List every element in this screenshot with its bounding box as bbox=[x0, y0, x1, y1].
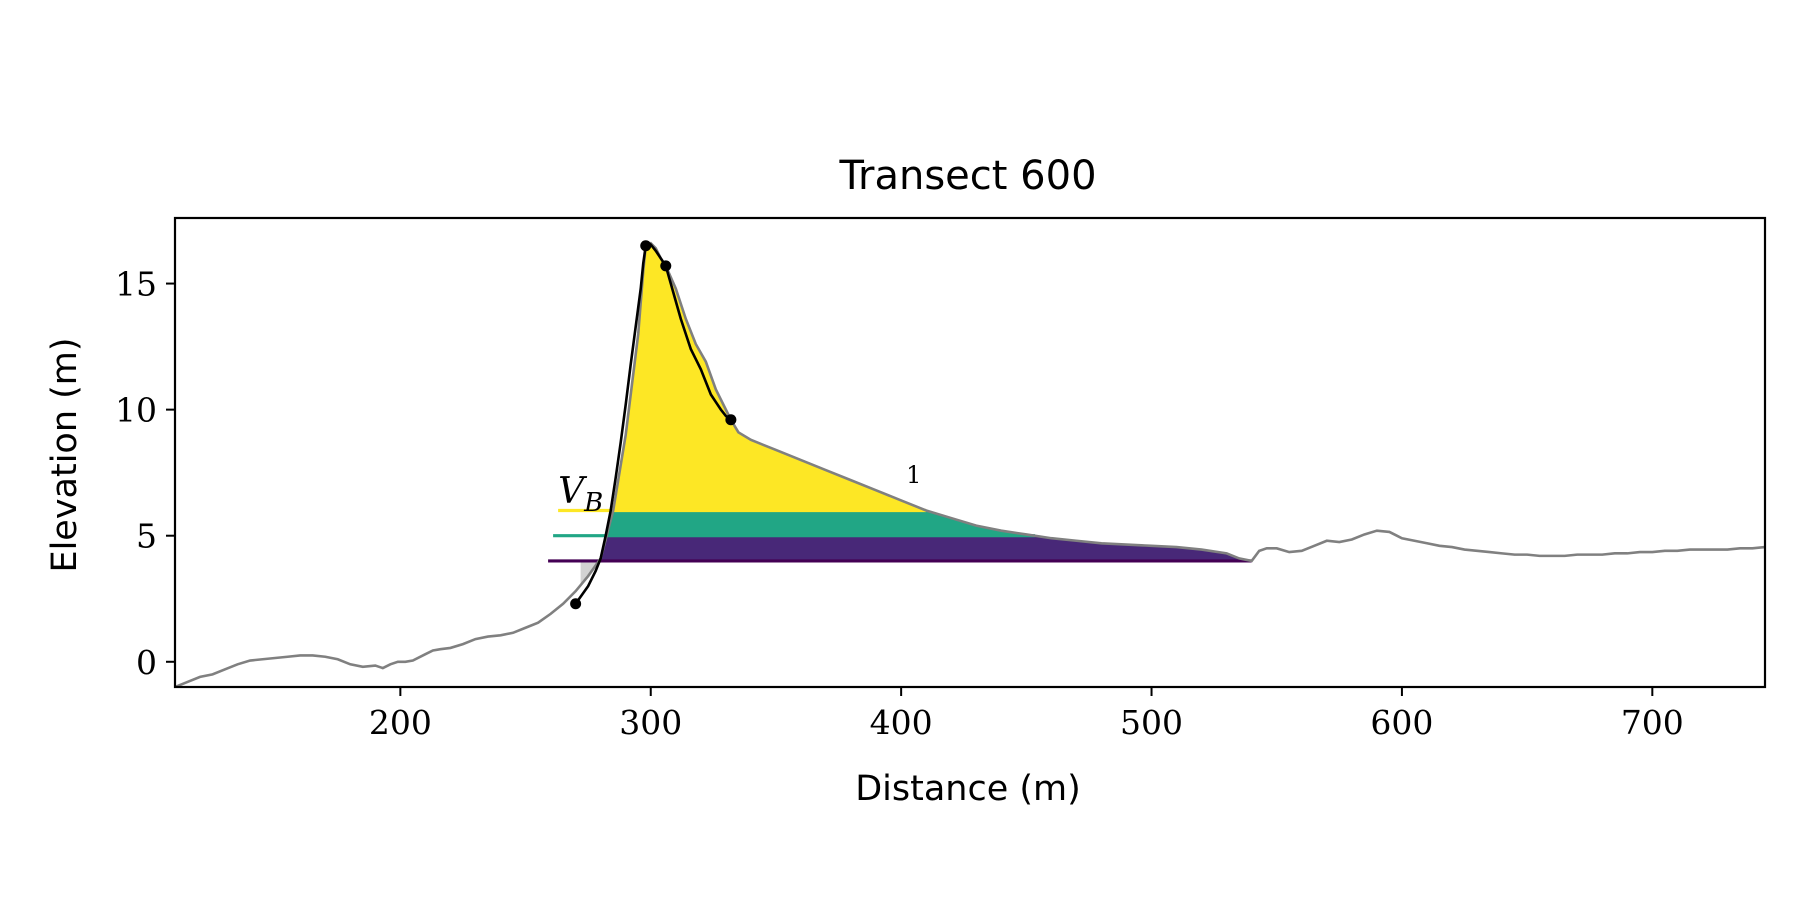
feature-point bbox=[640, 240, 652, 252]
x-axis-ticks: 200 300 400 500 600 700 bbox=[369, 687, 1684, 742]
x-tick-label: 300 bbox=[619, 703, 682, 742]
x-axis-label: Distance (m) bbox=[855, 769, 1081, 809]
plot-area bbox=[173, 216, 1767, 689]
profile-line bbox=[175, 241, 1765, 687]
feature-point bbox=[570, 598, 582, 610]
volume-fills bbox=[580, 243, 1251, 586]
volume-band-1 bbox=[614, 243, 925, 511]
volume-band-2 bbox=[606, 510, 1034, 536]
profile-lines bbox=[175, 241, 1765, 687]
y-tick-label: 5 bbox=[136, 517, 157, 556]
x-tick-label: 200 bbox=[369, 703, 432, 742]
x-tick-label: 700 bbox=[1621, 703, 1684, 742]
y-tick-label: 10 bbox=[115, 391, 157, 430]
y-axis-ticks: 0 5 10 15 bbox=[115, 265, 175, 682]
annotation-label: VB bbox=[558, 471, 603, 518]
y-tick-label: 15 bbox=[115, 265, 157, 304]
y-axis-label: Elevation (m) bbox=[45, 337, 85, 572]
chart-title: Transect 600 bbox=[838, 153, 1096, 199]
feature-point bbox=[660, 260, 672, 272]
markers bbox=[570, 240, 737, 610]
annotation-label: 1 bbox=[906, 461, 921, 489]
volume-band-3 bbox=[599, 535, 1251, 561]
feature-point bbox=[725, 414, 737, 426]
level-lines bbox=[548, 508, 1252, 563]
axes-frame bbox=[173, 216, 1767, 689]
x-tick-label: 500 bbox=[1120, 703, 1183, 742]
x-tick-label: 600 bbox=[1370, 703, 1433, 742]
dune-outline bbox=[574, 241, 732, 605]
x-tick-label: 400 bbox=[870, 703, 933, 742]
y-tick-label: 0 bbox=[136, 643, 157, 682]
annotations: VB 1 bbox=[558, 461, 921, 518]
